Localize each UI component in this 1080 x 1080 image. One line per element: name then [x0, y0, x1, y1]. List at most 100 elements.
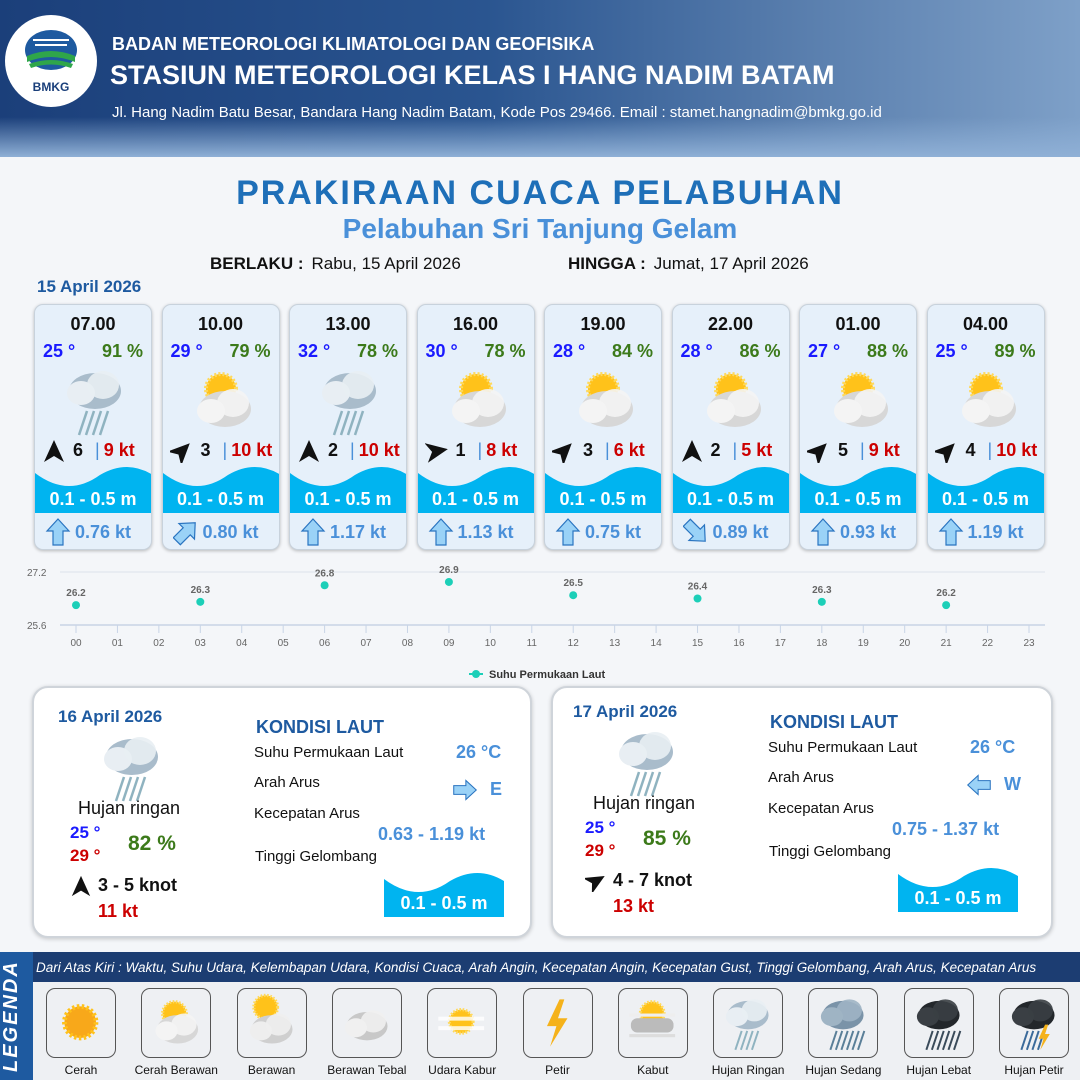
data-label: 26.5: [563, 578, 583, 589]
port-name: Pelabuhan Sri Tanjung Gelam: [342, 213, 738, 244]
data-point: [444, 577, 453, 586]
forecast-card: 01.00 27 ° 88 % 5 9 kt 0.1 - 0.5 m 0.93 …: [799, 304, 917, 550]
current-direction-icon: [681, 517, 709, 547]
current-speed: 0.93 kt: [840, 522, 897, 542]
current-speed-label: Kecepatan Arus: [254, 805, 360, 822]
wind-speed: 5: [838, 440, 849, 460]
page-title: PRAKIRAAN CUACA PELABUHAN: [236, 174, 844, 212]
hujan-ringan-weather-icon: [67, 371, 121, 436]
day1-date: 15 April 2026: [37, 277, 142, 296]
legend-label: Petir: [545, 1063, 570, 1077]
cerah-berawan-weather-icon: [706, 372, 761, 427]
current-speed-value: 0.63 - 1.19 kt: [378, 824, 486, 844]
gust-speed: 13 kt: [613, 896, 655, 916]
forecast-time: 07.00: [70, 314, 116, 334]
data-point: [72, 601, 80, 610]
valid-from-value: Rabu, 15 April 2026: [311, 254, 461, 273]
current-dir-value: W: [1004, 774, 1021, 794]
wind-speed: 3: [200, 440, 211, 460]
kabut-icon: [629, 1000, 675, 1038]
temp-min: 25 °: [585, 818, 616, 837]
sea-surface-temp-chart: 25.6 27.2 00 01 02 03 04 05 06 07 08 09 10 11 12 13 14 15…: [27, 565, 1045, 681]
gust-speed: 9 kt: [860, 440, 900, 461]
humidity: 78 %: [484, 341, 526, 361]
humidity: 91 %: [101, 341, 143, 361]
wave-height: 0.1 - 0.5 m: [814, 489, 902, 509]
wind-speed: 6: [73, 440, 84, 460]
x-tick-label: 00: [70, 638, 82, 649]
gust-speed: 8 kt: [478, 440, 517, 461]
wave-height: 0.1 - 0.5 m: [914, 888, 1002, 908]
header-banner: BMKG BADAN METEOROLOGI KLIMATOLOGI DAN G…: [0, 0, 1080, 157]
hujan-lebat-icon: [916, 999, 961, 1051]
x-tick-label: 07: [360, 638, 372, 649]
wave-label: Tinggi Gelombang: [769, 843, 892, 860]
legend-item-cerah-berawan: Cerah Berawan: [128, 988, 224, 1077]
cerah-berawan-weather-icon: [579, 372, 633, 427]
panel-date: 16 April 2026: [58, 707, 163, 726]
data-label: 26.2: [936, 588, 956, 599]
legend-label: Udara Kabur: [428, 1063, 497, 1077]
sst-label: Suhu Permukaan Laut: [768, 739, 918, 756]
data-label: 26.4: [688, 582, 708, 593]
current-speed: 1.17 kt: [330, 522, 387, 542]
cerah-berawan-weather-icon: [961, 372, 1016, 427]
air-temp: 25 °: [935, 341, 968, 361]
legend-description: Dari Atas Kiri : Waktu, Suhu Udara, Kele…: [36, 960, 1037, 975]
wave-icon: [162, 467, 279, 513]
sea-condition-title: KONDISI LAUT: [770, 712, 898, 732]
current-speed: 0.89 kt: [712, 522, 769, 542]
legend-icons: Cerah Cerah Berawan Berawan Berawan Tebal Ud…: [33, 982, 1080, 1080]
legend-label: Cerah Berawan: [134, 1063, 218, 1077]
x-tick-label: 13: [609, 638, 621, 649]
x-tick-label: 23: [1023, 638, 1035, 649]
current-speed: 0.75 kt: [585, 522, 642, 542]
wind-speed: 1: [455, 440, 466, 460]
wind-direction-icon: [549, 439, 576, 466]
forecast-card: 07.00 25 ° 91 % 6 9 kt 0.1 - 0.5 m 0.76 …: [34, 304, 152, 550]
temp-max: 29 °: [70, 846, 101, 865]
wave-height: 0.1 - 0.5 m: [304, 489, 392, 509]
wave-height: 0.1 - 0.5 m: [431, 489, 520, 509]
forecast-time: 10.00: [197, 314, 244, 334]
legend-label: Suhu Permukaan Laut: [489, 669, 605, 681]
gust-speed: 6 kt: [605, 440, 645, 461]
x-tick-label: 19: [858, 638, 870, 649]
valid-from: BERLAKU : Rabu, 15 April 2026: [210, 254, 461, 274]
current-direction-icon: [300, 517, 326, 547]
wave-icon: [898, 864, 1018, 912]
wind-speed: 4: [965, 440, 976, 460]
current-direction-icon: [966, 772, 992, 803]
legend-item-hujan-ringan: Hujan Ringan: [700, 988, 796, 1077]
x-tick-label: 20: [899, 638, 911, 649]
berawan-icon: [249, 993, 293, 1044]
humidity: 79 %: [229, 341, 271, 361]
wind-speed: 2: [328, 440, 339, 460]
wind-speed-range: 3 - 5 knot: [98, 875, 178, 895]
legend-item-kabut: Kabut: [605, 988, 701, 1077]
forecast-card: 22.00 28 ° 86 % 2 5 kt 0.1 - 0.5 m 0.89 …: [671, 304, 790, 550]
current-direction-icon: [938, 517, 964, 547]
legend-label: Kabut: [637, 1063, 669, 1077]
temp-max: 29 °: [585, 841, 616, 860]
current-speed: 0.80 kt: [202, 522, 259, 542]
air-temp: 29 °: [170, 341, 203, 361]
x-tick-label: 02: [153, 638, 165, 649]
legend-title: LEGENDA: [0, 952, 33, 1080]
current-direction-icon: [45, 517, 71, 547]
humidity: 82 %: [128, 832, 176, 855]
wind-direction-icon: [931, 439, 959, 466]
wave-icon: [800, 467, 916, 513]
data-label: 26.2: [66, 588, 86, 599]
sst-value: 26 °C: [970, 737, 1016, 757]
data-label: 26.3: [191, 585, 211, 596]
gust-speed: 10 kt: [223, 440, 272, 461]
air-temp: 25 °: [43, 341, 76, 361]
legend-item-udara-kabur: Udara Kabur: [414, 988, 510, 1077]
forecast-time: 22.00: [707, 314, 754, 334]
x-tick-label: 22: [982, 638, 994, 649]
panel-date: 17 April 2026: [573, 702, 678, 721]
hujan-ringan-weather-icon: [104, 737, 158, 802]
forecast-card: 19.00 28 ° 84 % 3 6 kt 0.1 - 0.5 m 0.75 …: [544, 304, 662, 550]
wave-height: 0.1 - 0.5 m: [686, 489, 775, 509]
